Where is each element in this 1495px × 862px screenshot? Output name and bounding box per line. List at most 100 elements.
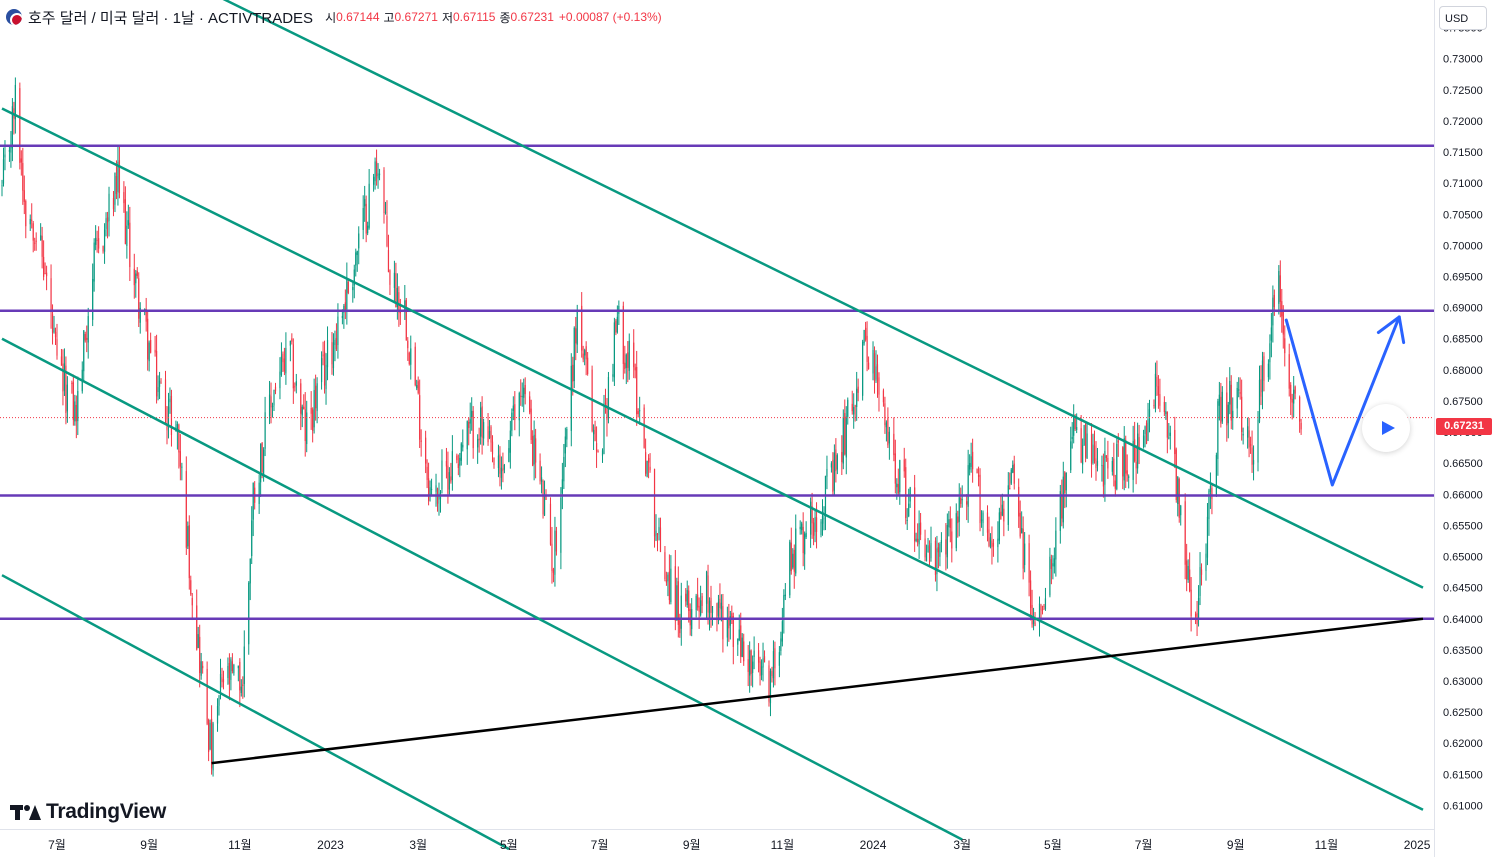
- candle-body: [555, 530, 558, 552]
- candle-body: [992, 542, 995, 547]
- candle-body: [1082, 445, 1084, 465]
- candle-body: [1229, 380, 1231, 405]
- candle-body: [872, 350, 874, 374]
- candle-body: [925, 553, 928, 562]
- candle-body: [955, 513, 957, 549]
- candle-body: [1220, 396, 1222, 424]
- candle-body: [1261, 360, 1264, 393]
- candle-body: [701, 596, 703, 606]
- candle-body: [752, 661, 754, 673]
- candle-body: [334, 339, 336, 346]
- candle-body: [1163, 401, 1165, 413]
- candle-body: [416, 385, 418, 389]
- candle-body: [747, 659, 749, 672]
- y-tick-label: 0.67500: [1443, 396, 1483, 408]
- candle-body: [1249, 444, 1252, 446]
- candle-body: [218, 695, 220, 706]
- candle-body: [295, 381, 297, 386]
- candle-body: [426, 466, 428, 480]
- candle-body: [123, 192, 125, 204]
- candle-body: [315, 385, 317, 409]
- tradingview-logo-icon: [10, 802, 42, 822]
- candle-body: [573, 327, 575, 382]
- candle-body: [147, 318, 149, 360]
- candle-body: [545, 496, 547, 500]
- candle-body: [512, 405, 514, 412]
- candle-body: [634, 367, 636, 371]
- x-tick-label: 5월: [500, 838, 518, 852]
- y-tick-label: 0.69500: [1443, 271, 1483, 283]
- candle-body: [857, 386, 859, 393]
- candle-body: [11, 106, 14, 149]
- candle-body: [762, 658, 764, 668]
- candle-body: [1022, 528, 1024, 569]
- candle-body: [988, 529, 990, 546]
- candle-body: [303, 406, 305, 410]
- candle-body: [1003, 508, 1005, 522]
- candle-body: [615, 320, 617, 333]
- projection-layer: [1284, 315, 1406, 487]
- play-icon[interactable]: [1362, 404, 1410, 452]
- candle-body: [108, 193, 110, 222]
- candle-body: [503, 464, 506, 470]
- candle-body: [997, 538, 999, 548]
- candle-body: [282, 353, 284, 363]
- candle-body: [185, 471, 187, 548]
- y-tick-label: 0.61000: [1443, 800, 1483, 812]
- candle-body: [508, 448, 510, 462]
- y-tick-label: 0.72500: [1443, 85, 1483, 97]
- candle-body: [248, 582, 250, 645]
- candle-body: [749, 650, 751, 676]
- candle-body: [1031, 605, 1033, 625]
- candle-body: [914, 487, 916, 542]
- candle-body: [878, 377, 880, 395]
- candle-body: [667, 574, 669, 582]
- candle-body: [32, 223, 34, 241]
- candle-body: [427, 478, 430, 501]
- candle-body: [136, 271, 138, 276]
- candle-body: [863, 329, 865, 344]
- candle-body: [202, 665, 204, 669]
- candle-body: [1145, 422, 1148, 444]
- candle-body: [820, 521, 822, 536]
- candle-body: [1174, 429, 1176, 455]
- candle-body: [279, 371, 281, 389]
- candle-body: [469, 419, 471, 424]
- candle-body: [542, 481, 544, 515]
- candle-body: [251, 520, 253, 557]
- y-tick-label: 0.66500: [1443, 458, 1483, 470]
- candle-body: [540, 477, 543, 482]
- candle-body: [1178, 478, 1180, 518]
- candle-body: [112, 198, 115, 210]
- y-tick-label: 0.73000: [1443, 54, 1483, 66]
- candle-body: [45, 272, 48, 277]
- candle-body: [367, 225, 369, 234]
- candle-body: [398, 292, 400, 313]
- candle-body: [647, 457, 650, 463]
- candle-body: [352, 286, 354, 291]
- candle-body: [784, 594, 786, 597]
- candle-body: [206, 668, 208, 724]
- candle-body: [970, 456, 972, 467]
- candle-body: [897, 484, 899, 494]
- candle-body: [488, 430, 491, 438]
- candle-body: [271, 405, 274, 407]
- candle-body: [783, 595, 785, 617]
- candle-body: [300, 383, 302, 414]
- candle-body: [270, 396, 272, 408]
- candle-body: [802, 526, 804, 554]
- candle-body: [930, 543, 932, 559]
- candle-body: [951, 531, 953, 549]
- candle-body: [581, 305, 583, 351]
- candle-body: [551, 543, 553, 571]
- symbol-title[interactable]: 호주 달러 / 미국 달러 · 1날 · ACTIVTRADES: [28, 9, 314, 27]
- candle-body: [729, 616, 731, 626]
- candle-body: [738, 629, 740, 640]
- candle-body: [1189, 569, 1191, 591]
- candle-body: [524, 385, 526, 395]
- currency-button[interactable]: USD: [1439, 6, 1487, 30]
- candle-body: [375, 161, 378, 177]
- candle-body: [502, 468, 504, 472]
